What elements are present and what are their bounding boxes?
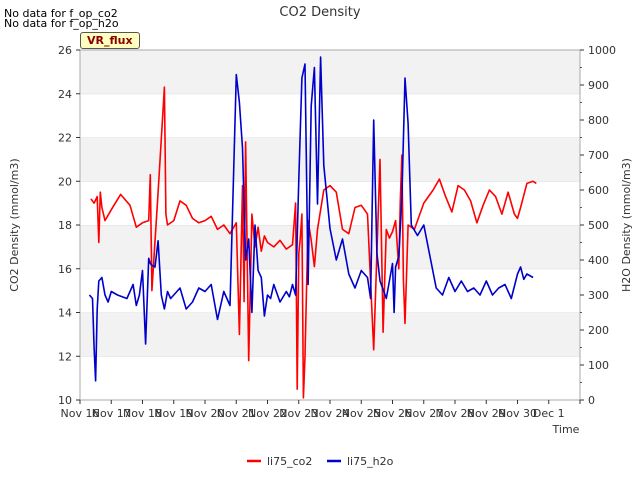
legend: li75_co2 li75_h2o [247, 455, 394, 468]
y-tick-label-left: 26 [58, 44, 72, 57]
y-tick-label-right: 700 [588, 149, 609, 162]
x-tick-label: Nov 23 [279, 407, 318, 420]
legend-label: li75_h2o [347, 455, 394, 468]
y-tick-label-right: 1000 [588, 44, 616, 57]
legend-label: li75_co2 [267, 455, 312, 468]
x-tick-label: Nov 29 [467, 407, 506, 420]
x-tick-label: Nov 17 [92, 407, 131, 420]
y-tick-label-left: 24 [58, 88, 72, 101]
y-tick-label-right: 300 [588, 289, 609, 302]
x-tick-label: Nov 20 [186, 407, 225, 420]
y-tick-label-right: 600 [588, 184, 609, 197]
axes-group: 10 12 14 16 18 20 22 24 26 0 100 200 300 400 500 600 700… [58, 44, 616, 420]
y-tick-label-left: 18 [58, 219, 72, 232]
no-data-note-h2o: No data for f_op_h2o [4, 17, 119, 30]
x-axis-label: Time [552, 423, 580, 436]
x-tick-label: Nov 27 [404, 407, 443, 420]
x-tick-label: Nov 19 [154, 407, 193, 420]
series-line-li75_co2 [90, 86, 537, 399]
x-tick-label: Nov 30 [498, 407, 537, 420]
x-tick-label: Nov 21 [217, 407, 256, 420]
grid-band [80, 181, 580, 225]
y-tick-label-left: 16 [58, 263, 72, 276]
y-tick-label-right: 100 [588, 359, 609, 372]
y-tick-label-left: 22 [58, 132, 72, 145]
grid-band [80, 312, 580, 357]
x-tick-label: Nov 16 [61, 407, 100, 420]
y-tick-label-right: 500 [588, 219, 609, 232]
y-tick-label-left: 14 [58, 307, 72, 320]
series-line-li75_h2o [88, 56, 534, 382]
x-tick-label: Nov 18 [123, 407, 162, 420]
x-tick-label: Dec 1 [533, 407, 565, 420]
y-tick-label-left: 20 [58, 175, 72, 188]
grid-bands [80, 49, 580, 400]
site-label-badge: VR_flux [80, 32, 140, 49]
x-tick-label: Nov 28 [436, 407, 475, 420]
grid-band [80, 137, 580, 182]
y-tick-label-left: 10 [58, 394, 72, 407]
grid-band [80, 93, 580, 138]
y-tick-label-right: 900 [588, 79, 609, 92]
grid-band [80, 268, 580, 313]
x-tick-label: Nov 24 [311, 407, 350, 420]
no-data-note-co2: No data for f_op_co2 [4, 7, 118, 20]
x-tick-label: Nov 25 [342, 407, 381, 420]
series-group [88, 56, 537, 399]
y-tick-label-right: 200 [588, 324, 609, 337]
y-axis-label-right: H2O Density (mmol/m3) [620, 158, 633, 292]
y-tick-label-right: 0 [588, 394, 595, 407]
grid-band [80, 356, 580, 400]
chart-title: CO2 Density [279, 5, 360, 20]
x-tick-label: Nov 22 [248, 407, 287, 420]
y-tick-label-left: 12 [58, 350, 72, 363]
y-tick-label-right: 400 [588, 254, 609, 267]
y-tick-label-right: 800 [588, 114, 609, 127]
y-axis-label-left: CO2 Density (mmol/m3) [8, 158, 21, 291]
grid-band [80, 50, 580, 94]
x-tick-label: Nov 26 [373, 407, 412, 420]
